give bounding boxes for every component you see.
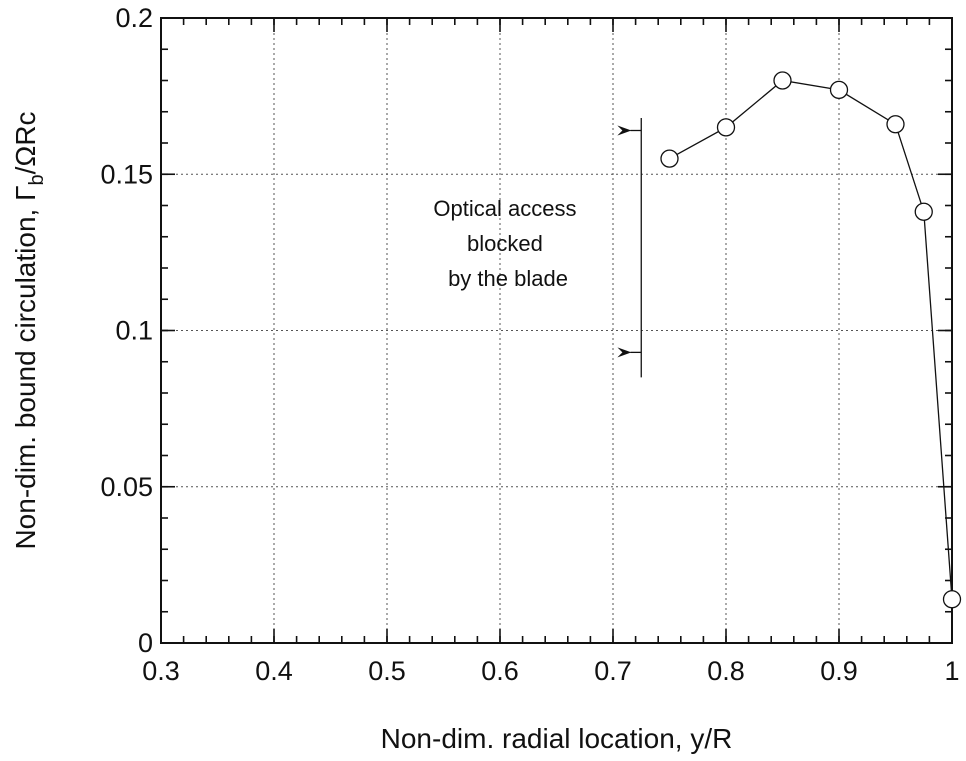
y-axis-label-tail: /ΩRc [10, 111, 41, 174]
data-point [829, 80, 849, 100]
annotation: Optical access blocked by the blade [433, 118, 642, 378]
y-tick-label: 0.05 [100, 472, 153, 502]
y-axis-label: Non-dim. bound circulation, Γb/ΩRc [10, 111, 48, 549]
series [660, 71, 962, 609]
annotation-line-3: by the blade [448, 266, 568, 291]
series-line [669, 79, 953, 600]
data-point [886, 115, 905, 134]
x-tick-labels: 0.3 0.4 0.5 0.6 0.7 0.8 0.9 1 [142, 656, 959, 686]
plot-frame [160, 17, 953, 644]
x-axis-label: Non-dim. radial location, y/R [381, 723, 733, 754]
y-tick-label: 0.1 [115, 316, 153, 346]
y-axis-label-main: Non-dim. bound circulation, Γ [10, 186, 41, 550]
y-tick-label: 0 [138, 628, 153, 658]
x-tick-label: 0.7 [594, 656, 632, 686]
data-point [942, 590, 962, 609]
data-point [660, 149, 679, 168]
x-tick-label: 0.3 [142, 656, 180, 686]
y-tick-labels: 0 0.05 0.1 0.15 0.2 [100, 3, 153, 658]
y-axis-label-subscript: b [26, 174, 48, 185]
data-point [914, 202, 933, 221]
x-tick-label: 0.5 [368, 656, 406, 686]
x-tick-label: 0.4 [255, 656, 293, 686]
x-tick-label: 0.9 [820, 656, 858, 686]
x-tick-label: 0.6 [481, 656, 519, 686]
y-tick-label: 0.2 [115, 3, 153, 33]
annotation-line-2: blocked [467, 231, 543, 256]
x-tick-label: 0.8 [707, 656, 745, 686]
grid [161, 18, 952, 643]
data-point [773, 71, 792, 90]
x-tick-label: 1 [944, 656, 959, 686]
annotation-line-1: Optical access [433, 196, 576, 221]
annotation-text: Optical access blocked by the blade [433, 196, 582, 291]
data-point [716, 118, 736, 137]
y-tick-label: 0.15 [100, 159, 153, 189]
